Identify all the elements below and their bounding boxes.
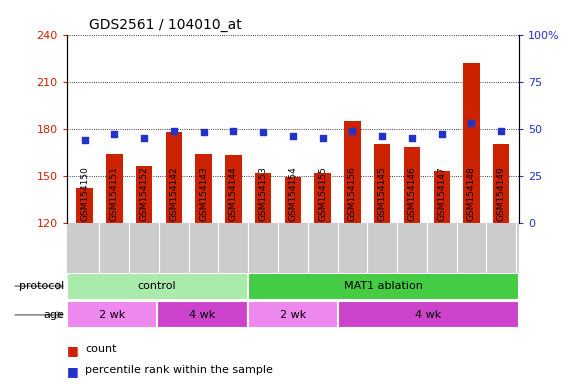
Point bbox=[318, 135, 327, 141]
Text: GDS2561 / 104010_at: GDS2561 / 104010_at bbox=[89, 18, 242, 32]
Point bbox=[348, 127, 357, 134]
Bar bbox=[195, 154, 212, 384]
Bar bbox=[314, 172, 331, 384]
Bar bbox=[374, 144, 390, 384]
Text: count: count bbox=[85, 344, 117, 354]
Point bbox=[437, 131, 447, 137]
Bar bbox=[255, 172, 271, 384]
Bar bbox=[345, 121, 361, 384]
Text: control: control bbox=[138, 281, 176, 291]
Bar bbox=[225, 155, 241, 384]
Point bbox=[139, 135, 148, 141]
Bar bbox=[493, 144, 509, 384]
Point bbox=[496, 127, 506, 134]
Text: MAT1 ablation: MAT1 ablation bbox=[344, 281, 423, 291]
Point bbox=[80, 137, 89, 143]
Bar bbox=[338, 301, 519, 328]
Point bbox=[467, 120, 476, 126]
Bar bbox=[463, 63, 480, 384]
Bar bbox=[106, 154, 122, 384]
Point bbox=[259, 129, 268, 136]
Point bbox=[169, 127, 179, 134]
Text: 4 wk: 4 wk bbox=[415, 310, 442, 320]
Bar bbox=[248, 273, 519, 300]
Point bbox=[407, 135, 416, 141]
Text: 2 wk: 2 wk bbox=[99, 310, 125, 320]
Text: ■: ■ bbox=[67, 344, 78, 357]
Text: percentile rank within the sample: percentile rank within the sample bbox=[85, 365, 273, 375]
Point bbox=[288, 133, 298, 139]
Bar bbox=[67, 301, 157, 328]
Bar bbox=[166, 132, 182, 384]
Text: ■: ■ bbox=[67, 365, 78, 378]
Bar bbox=[67, 273, 248, 300]
Bar bbox=[136, 166, 153, 384]
Bar bbox=[248, 301, 338, 328]
Point bbox=[199, 129, 208, 136]
Text: protocol: protocol bbox=[19, 281, 64, 291]
Bar bbox=[285, 177, 301, 384]
Point bbox=[378, 133, 387, 139]
Text: 2 wk: 2 wk bbox=[280, 310, 306, 320]
Point bbox=[229, 127, 238, 134]
Bar bbox=[433, 171, 450, 384]
Bar bbox=[77, 188, 93, 384]
Bar bbox=[157, 301, 248, 328]
Point bbox=[110, 131, 119, 137]
Text: age: age bbox=[43, 310, 64, 320]
Text: 4 wk: 4 wk bbox=[189, 310, 216, 320]
Bar bbox=[404, 147, 420, 384]
